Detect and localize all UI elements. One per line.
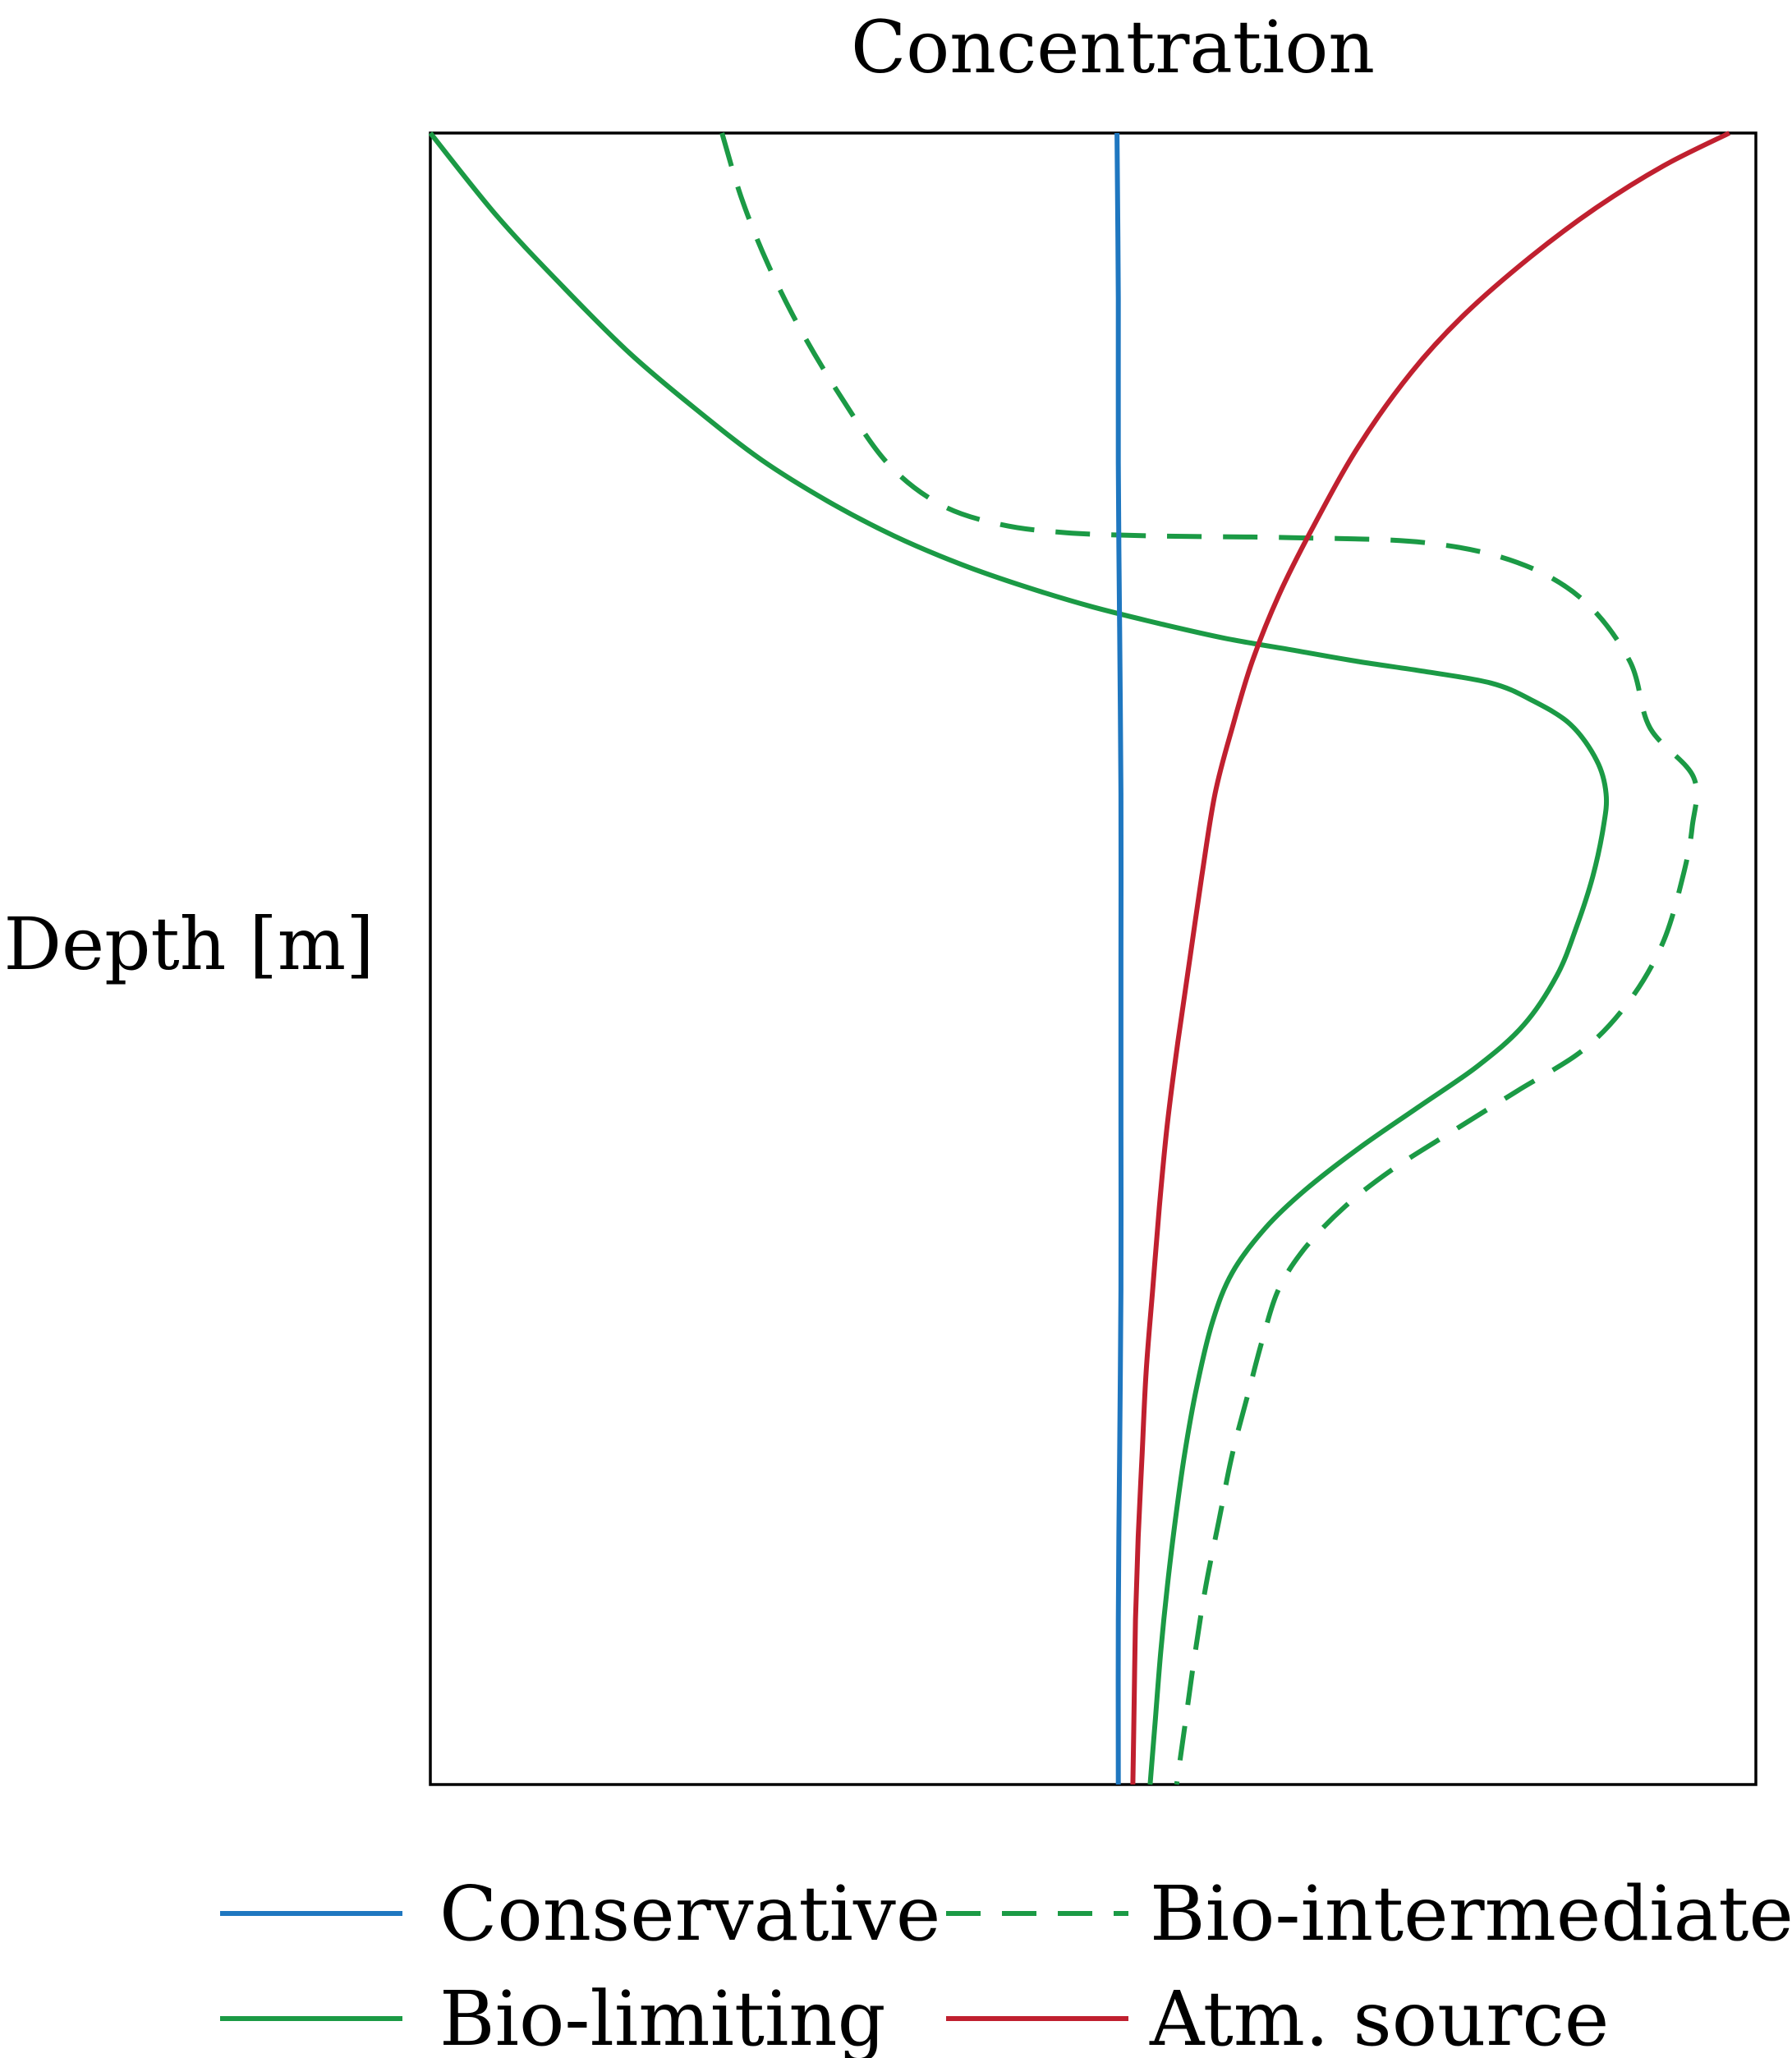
legend-item-bio-intermediate: Bio-intermediate: [946, 1870, 1792, 1958]
legend-item-bio-limiting: Bio-limiting: [220, 1975, 886, 2058]
y-axis-label: Depth [m]: [3, 902, 374, 986]
legend-label-bio-intermediate: Bio-intermediate: [1150, 1870, 1792, 1958]
plot-frame: [429, 131, 1758, 1786]
series-line-conservative: [1114, 132, 1124, 1785]
legend-label-atm-source: Atm. source: [1149, 1975, 1609, 2058]
legend-item-conservative: Conservative: [220, 1870, 940, 1958]
legend-label-bio-limiting: Bio-limiting: [439, 1975, 886, 2058]
series-line-bio-intermediate: [719, 132, 1699, 1785]
series-line-atm-source: [1130, 131, 1731, 1785]
legend-label-conservative: Conservative: [439, 1870, 940, 1958]
legend-item-atm-source: Atm. source: [946, 1975, 1609, 2058]
x-axis-label: Concentration: [851, 5, 1375, 90]
series-line-bio-limiting: [428, 131, 1610, 1785]
series-layer: [428, 131, 1731, 1785]
legend: Conservative Bio-intermediate Bio-limiting…: [220, 1870, 1792, 2058]
